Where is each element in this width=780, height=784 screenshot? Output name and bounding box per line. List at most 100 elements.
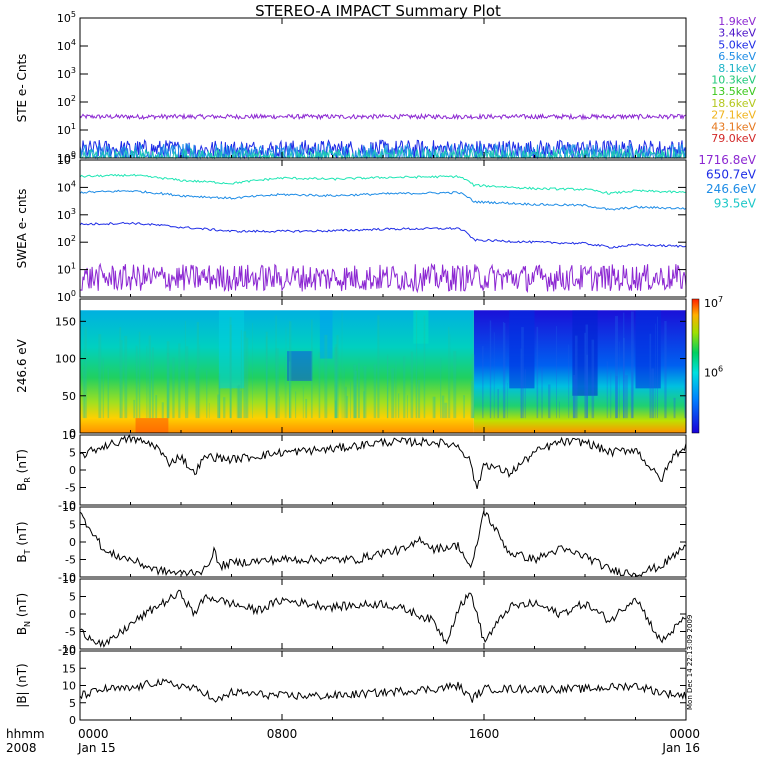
svg-text:SWEA e- cnts: SWEA e- cnts [15,189,29,269]
ytick-label-swea-2: 102 [57,234,76,249]
xtick-label-3: 0000 [669,727,700,741]
legend-item-ste-3: 6.5keV [718,50,756,63]
panel-ste-data [79,112,687,160]
pad-streak [395,361,397,419]
pad-streak [572,396,575,419]
pad-streak [664,320,667,419]
pad-streak [625,375,628,419]
series-bt-bt [79,510,687,578]
pad-streak [98,334,102,419]
ytick-label-bmag-1: 15 [62,662,76,675]
pad-feature [135,418,169,433]
pad-streak [386,356,389,419]
pad-streak [586,354,588,419]
pad-streak [453,351,457,419]
pad-streak [615,316,619,419]
pad-streak [353,364,357,419]
legend-item-swea-2: 246.6eV [706,182,757,196]
pad-streak [471,354,475,419]
pad-streak [350,381,351,419]
pad-streak [441,395,445,419]
pad-streak [246,337,249,419]
pad-streak [229,324,232,419]
ytick-label-bn-4: -10 [58,643,76,656]
panel-bn-data [79,589,686,648]
pad-streak [489,320,492,419]
pad-streak [524,369,526,419]
pad-streak [521,327,524,419]
pad-streak [448,389,450,419]
svg-text:246.6 eV: 246.6 eV [15,338,29,393]
pad-streak [336,335,339,419]
pad-streak [656,316,658,419]
panel-pad: 107 106 0 50 100 150 246.6 eV [15,295,723,440]
ytick-label-swea-0: 100 [57,289,76,304]
ytick-label-bn-2: 0 [69,608,76,621]
pad-streak [239,390,242,419]
panel-br-ylabel: BR (nT) [15,449,32,491]
ytick-label-swea-4: 104 [57,179,76,194]
ytick-label-pad-1: 50 [62,390,76,403]
pad-streak [504,322,506,419]
ytick-label-ste-4: 104 [57,38,76,53]
pad-streak [185,346,189,419]
pad-streak [493,332,495,419]
ytick-label-bmag-3: 5 [69,697,76,710]
pad-streak [120,340,123,419]
pad-streak [289,321,292,419]
pad-streak [240,330,242,419]
panel-ste-ylabel: STE e- Cnts [15,54,29,123]
pad-streak [217,394,220,419]
pad-streak [482,346,484,419]
pad-streak [444,402,448,419]
legend-item-ste-7: 18.6keV [711,97,756,110]
pad-streak [284,357,286,419]
ytick-label-br-4: -10 [58,499,76,512]
pad-streak [285,327,287,419]
pad-streak [107,368,110,419]
ytick-label-swea-3: 103 [57,207,76,222]
pad-streak [265,336,268,419]
svg-text:STE e- Cnts: STE e- Cnts [15,54,29,123]
panel-swea: 100 101 102 103 104 105 SWEA e- cnts [15,152,687,304]
series-bmag--b- [79,678,687,703]
pad-streak [223,397,226,419]
ytick-label-br-1: 5 [69,447,76,460]
pad-streak [606,361,608,419]
xtick-label-2: 1600 [469,727,500,741]
pad-streak [568,344,570,419]
panel-bt-ylabel: BT (nT) [15,521,32,562]
pad-streak [279,396,280,419]
pad-streak [673,397,676,419]
pad-streak [252,322,253,419]
pad-streak [397,393,400,419]
pad-streak [406,395,408,419]
pad-streak [178,343,181,419]
pad-streak [623,312,625,419]
legend-item-ste-0: 1.9keV [718,15,756,28]
pad-heatmap-left [80,310,474,433]
ytick-label-ste-5: 105 [57,10,76,25]
side-timestamp: Mon Dec 14 22:13:09 2009 [686,615,694,710]
legend-ste: 1.9keV3.4keV5.0keV6.5keV8.1keV10.3keV13.… [711,15,756,145]
legend-item-swea-1: 650.7eV [706,168,757,182]
series-swea-93-5ev [79,173,687,195]
chart-title: STEREO-A IMPACT Summary Plot [255,2,501,20]
pad-streak [84,326,87,419]
pad-streak [146,345,148,419]
panel-br: 10 5 0 -5 -10 BR (nT) [15,429,687,512]
ytick-label-ste-0: 100 [57,150,76,165]
pad-streak [198,376,200,419]
pad-streak [473,315,475,419]
pad-streak [334,400,337,419]
pad-streak [684,378,687,419]
pad-streak [311,319,313,419]
pad-streak [229,317,232,419]
pad-streak [343,367,345,419]
pad-streak [124,335,128,419]
series-swea-246-6ev [79,189,687,211]
pad-streak [502,322,505,419]
pad-streak [236,385,240,419]
svg-text:BT (nT): BT (nT) [15,521,32,562]
